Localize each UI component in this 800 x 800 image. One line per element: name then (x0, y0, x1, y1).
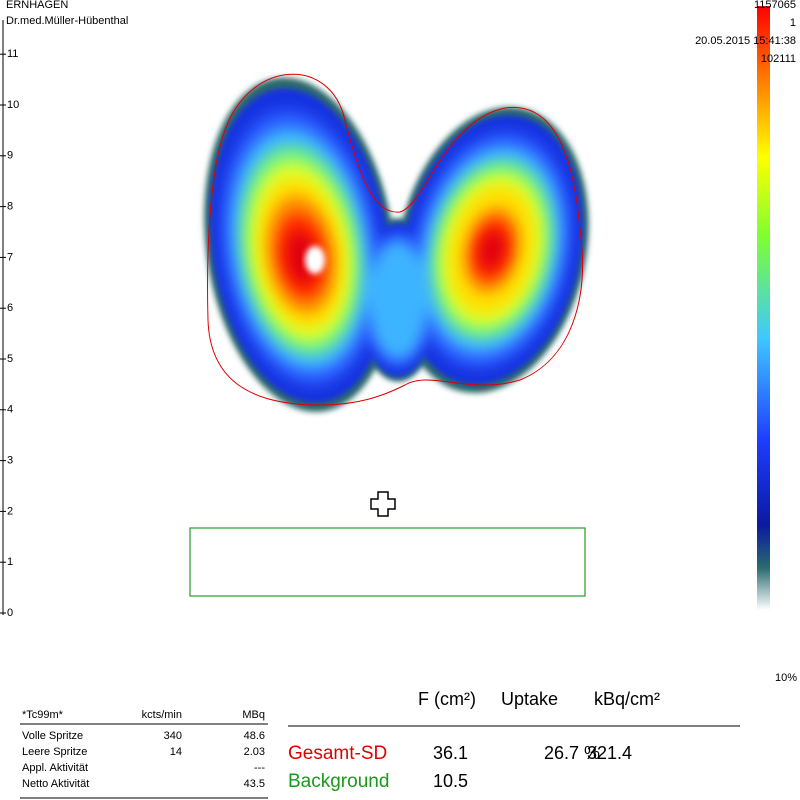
scale-label: 10% (775, 672, 797, 684)
results-value: 26.7 % (544, 743, 600, 763)
ruler-label: 3 (7, 455, 13, 467)
table-cell: 2.03 (244, 746, 265, 758)
scan-info: 20.05.2015 15:41:38 (695, 35, 796, 47)
ruler-label: 6 (7, 302, 13, 314)
ruler-label: 8 (7, 201, 13, 213)
table-cell: Netto Aktivität (22, 778, 89, 790)
doctor-name: Dr.med.Müller-Hübenthal (6, 15, 128, 27)
table-cell: 43.5 (244, 778, 265, 790)
marker-cross (370, 491, 396, 517)
table-cell: Appl. Aktivität (22, 762, 88, 774)
ruler-label: 7 (7, 251, 13, 263)
ruler-label: 9 (7, 150, 13, 162)
table-header: kcts/min (142, 709, 182, 721)
ruler-label: 11 (7, 48, 18, 60)
table-cell: --- (254, 762, 265, 774)
scan-info: 102111 (761, 53, 796, 65)
color-bar (757, 6, 770, 610)
roi-outline (207, 73, 583, 406)
heat-blob (305, 246, 325, 274)
background-roi (189, 527, 586, 597)
table-cell: 14 (170, 746, 182, 758)
ruler-label: 1 (7, 556, 13, 568)
results-header: kBq/cm² (594, 689, 660, 709)
results-label: Background (288, 771, 389, 792)
table-header: MBq (242, 709, 265, 721)
results-value: 321.4 (587, 743, 632, 763)
site-name: ERNHAGEN (6, 0, 68, 11)
scan-info: 1 (790, 17, 796, 29)
results-value: 36.1 (433, 743, 468, 763)
results-header: Uptake (501, 689, 558, 709)
results-label: Gesamt-SD (288, 743, 387, 764)
heat-blob (479, 230, 505, 270)
thyroid-scan (204, 77, 589, 412)
table-cell: 340 (164, 730, 182, 742)
ruler-label: 4 (7, 404, 13, 416)
ruler-label: 5 (7, 353, 13, 365)
scan-info: 1157065 (754, 0, 796, 11)
results-value: 10.5 (433, 771, 468, 791)
table-cell: Volle Spritze (22, 730, 83, 742)
table-cell: Leere Spritze (22, 746, 87, 758)
ruler-label: 0 (7, 607, 13, 619)
results-header: F (cm²) (418, 689, 476, 709)
heat-blob (368, 240, 428, 360)
table-header: *Tc99m* (22, 709, 64, 721)
table-cell: 48.6 (244, 730, 265, 742)
ruler-label: 2 (7, 505, 13, 517)
ruler-label: 10 (7, 99, 19, 111)
